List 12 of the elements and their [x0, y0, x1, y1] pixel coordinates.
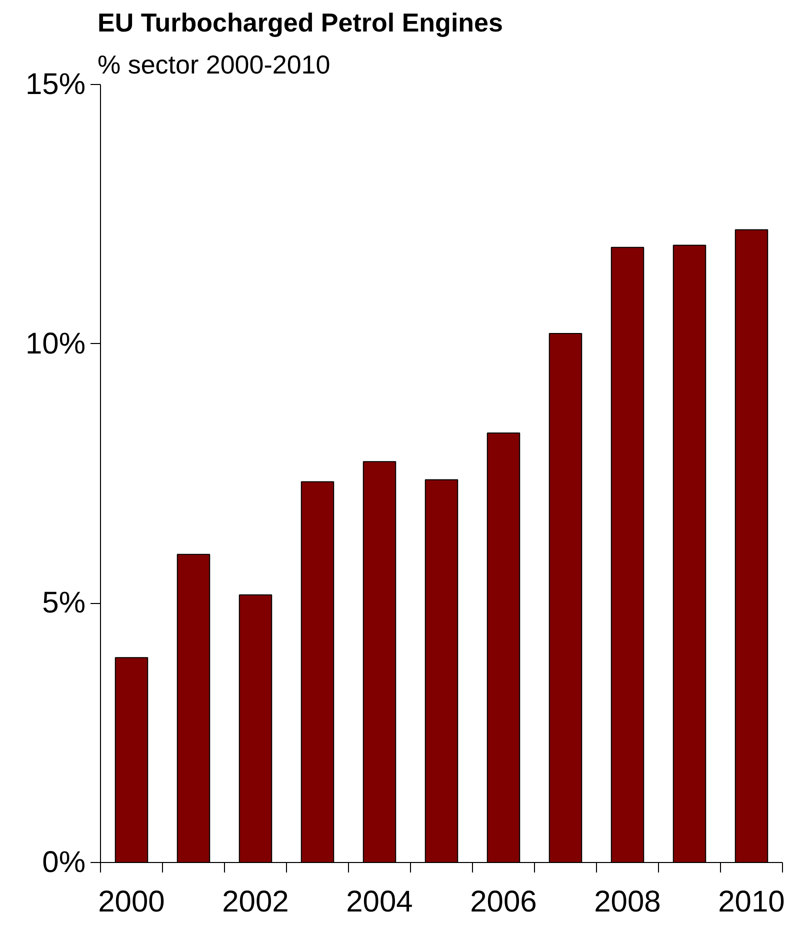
y-tick-label: 0%: [42, 846, 86, 879]
chart-title: EU Turbocharged Petrol Engines: [98, 8, 503, 38]
x-tick-label: 2004: [346, 886, 413, 918]
x-tick-label: 2000: [98, 886, 165, 918]
y-tick-label: 15%: [25, 68, 86, 101]
x-tick-label: 2008: [594, 886, 661, 918]
chart-subtitle: % sector 2000-2010: [98, 50, 330, 80]
x-tick-label: 2002: [222, 886, 289, 918]
x-tick-label: 2010: [718, 886, 785, 918]
y-tick-label: 10%: [25, 327, 86, 360]
y-tick-label: 5%: [42, 586, 86, 620]
x-tick-label: 2006: [470, 886, 537, 918]
